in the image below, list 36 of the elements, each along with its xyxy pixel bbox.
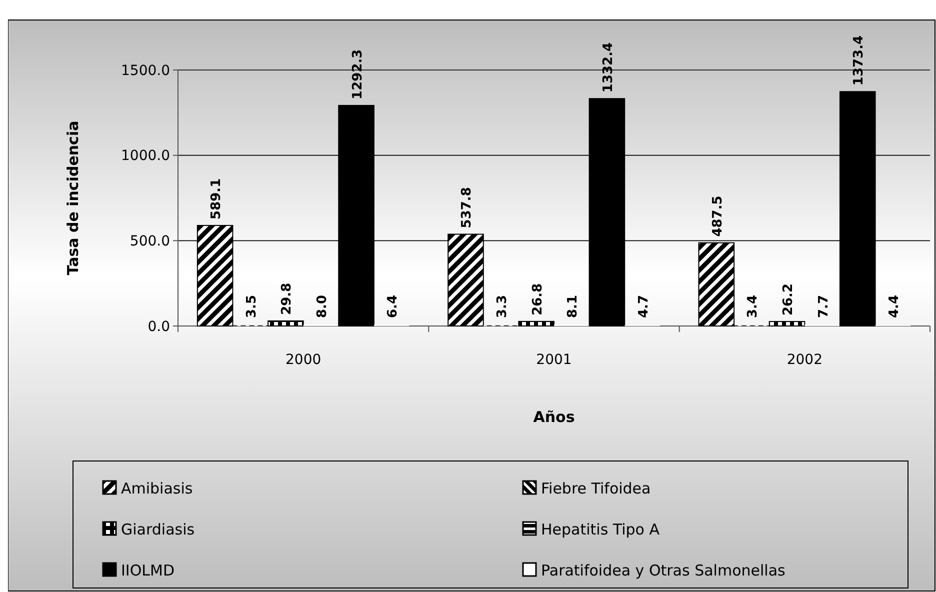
data-label: 6.4 (386, 294, 401, 318)
data-label: 487.5 (710, 196, 726, 237)
legend-label: Hepatitis Tipo A (541, 520, 660, 538)
bar (768, 321, 806, 326)
legend-label: IIOLMD (121, 561, 175, 580)
y-tick-label: 1500.0 (121, 62, 170, 79)
data-label: 29.8 (280, 282, 295, 315)
data-label: 4.7 (636, 294, 652, 318)
y-axis-title: Tasa de incidencia (64, 120, 82, 276)
x-tick-label: 2002 (786, 352, 822, 368)
data-label: 3.4 (746, 294, 761, 318)
data-label: 4.4 (886, 294, 902, 318)
legend-label: Giardiasis (121, 520, 195, 538)
data-label: 3.5 (244, 294, 260, 318)
x-axis-title: Años (533, 408, 575, 426)
legend-label: Paratifoidea y Otras Salmonellas (541, 561, 786, 580)
data-label: 537.8 (460, 187, 475, 228)
y-tick-label: 500.0 (130, 234, 170, 250)
y-tick-label: 1000.0 (121, 148, 170, 164)
data-label: 7.7 (816, 294, 832, 318)
data-label: 1292.3 (350, 49, 366, 100)
bar (518, 320, 554, 326)
bar (268, 320, 304, 326)
data-label: 1373.4 (852, 35, 867, 86)
data-label: 589.1 (209, 178, 224, 220)
data-label: 3.3 (495, 294, 510, 318)
data-label: 8.0 (314, 294, 330, 318)
x-tick-label: 2001 (536, 352, 572, 368)
data-label: 1332.4 (600, 42, 616, 93)
data-label: 26.8 (530, 283, 546, 316)
legend-label: Amibiasis (121, 479, 193, 498)
x-tick-label: 2000 (286, 352, 322, 368)
legend-label: Fiebre Tifoidea (541, 479, 651, 498)
data-label: 26.2 (781, 283, 796, 316)
data-label: 8.1 (566, 294, 581, 318)
y-tick-label: 0.0 (148, 318, 170, 335)
